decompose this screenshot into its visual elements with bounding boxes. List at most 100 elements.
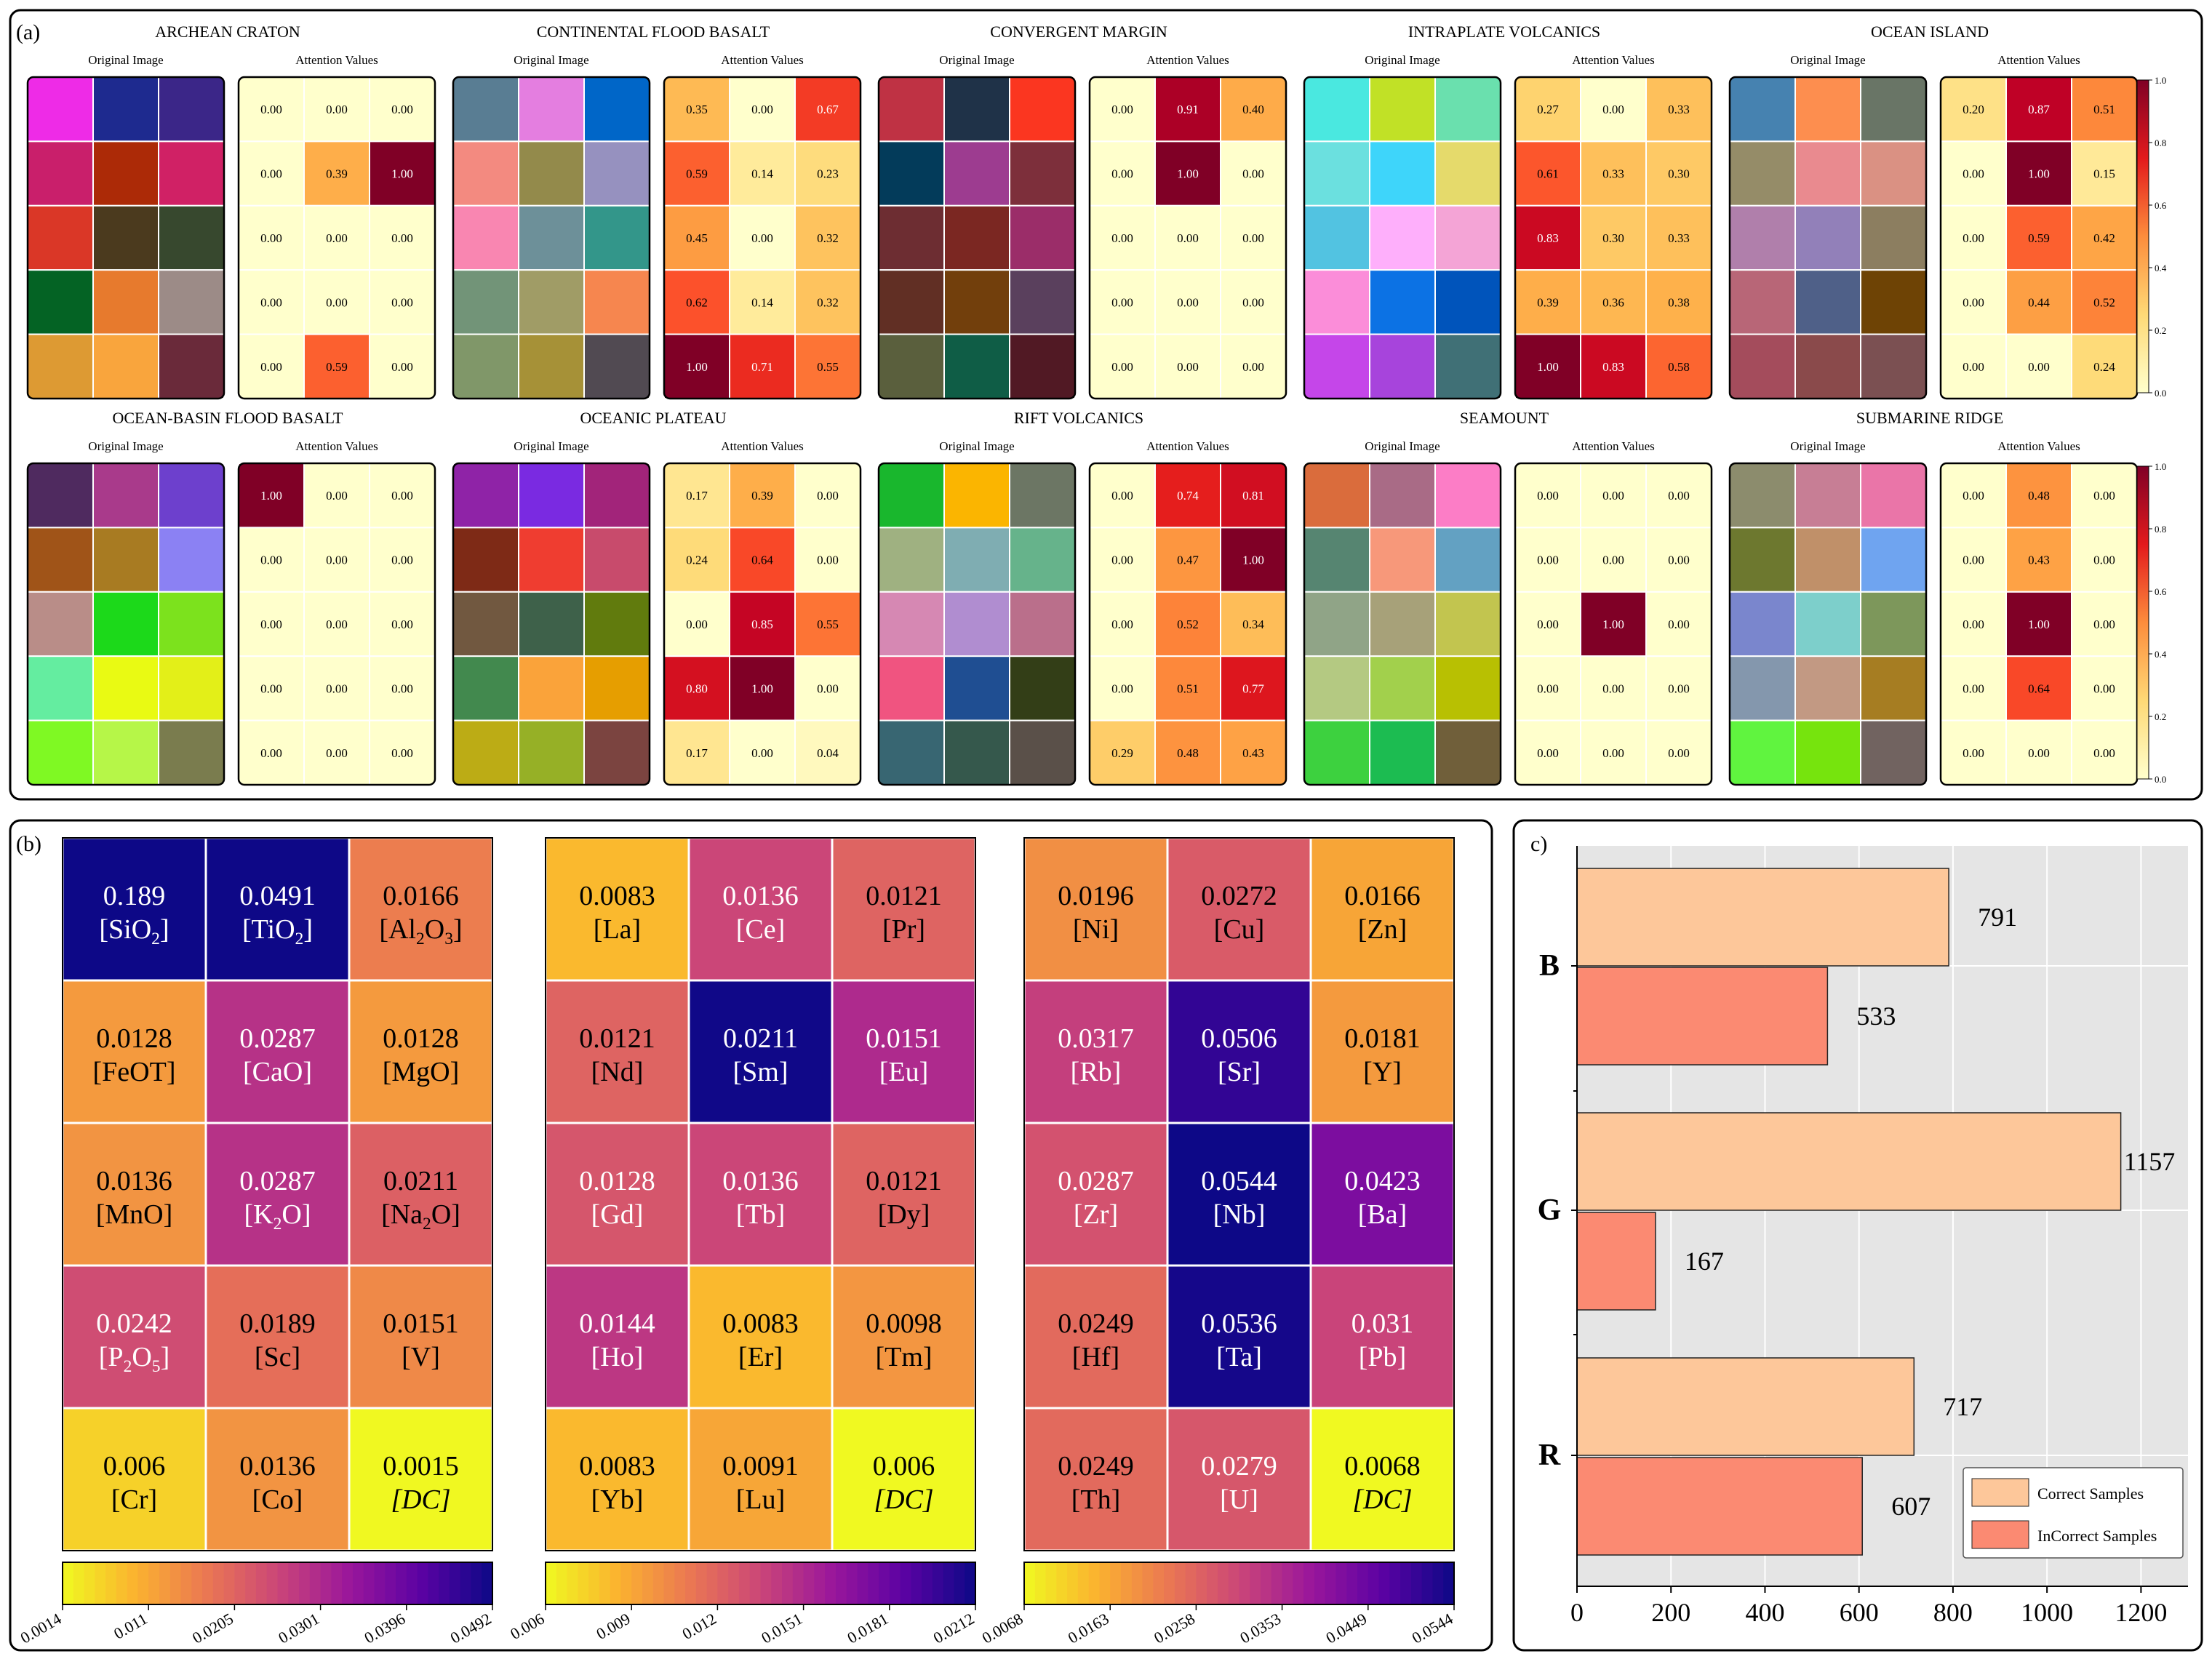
attention-cell (1514, 527, 1581, 593)
attention-value-label: 0.15 (2093, 167, 2115, 181)
colorbar-border (1023, 1562, 1455, 1605)
image-cell (583, 463, 650, 529)
attention-cell (1154, 204, 1221, 271)
attention-cell (729, 655, 796, 721)
image-cell (878, 655, 945, 721)
feature-name-label: [Hf] (1072, 1342, 1119, 1372)
attention-cell (1154, 591, 1221, 657)
colorbar-segment (674, 1562, 686, 1604)
image-cell (92, 591, 159, 657)
legend-label: InCorrect Samples (2037, 1527, 2157, 1545)
attention-cell (369, 527, 436, 593)
attention-value-label: 0.00 (1111, 681, 1133, 695)
image-cell (92, 76, 159, 143)
attention-value-label: 0.00 (2093, 681, 2115, 695)
attention-value-label: 0.00 (1668, 681, 1690, 695)
attention-value-label: 0.00 (751, 103, 773, 116)
feature-name-label: [Nb] (1213, 1199, 1266, 1230)
image-cell (1794, 655, 1861, 721)
feature-name-label: [La] (594, 914, 641, 945)
image-cell (1303, 204, 1370, 271)
attention-value-label: 0.00 (326, 103, 348, 116)
colorbar-segment (159, 1562, 171, 1604)
attention-cell (303, 655, 370, 721)
image-grid-border (1728, 76, 1928, 400)
importance-cell (544, 1122, 690, 1267)
colorbar-segment (277, 1562, 289, 1604)
attention-value-label: 1.00 (1242, 553, 1264, 567)
importance-value-label: 0.0121 (579, 1023, 655, 1054)
importance-value-label: 0.0136 (722, 1166, 799, 1196)
colorbar-tick-label: 1.0 (2155, 461, 2166, 472)
legend-swatch (1971, 1478, 2029, 1507)
colorbar-segment (1185, 1562, 1197, 1604)
category-label: G (1538, 1194, 1562, 1227)
colorbar-segment (717, 1562, 729, 1604)
attention-cell (2005, 719, 2072, 785)
attention-value-label: 0.00 (686, 617, 708, 631)
importance-cell (1166, 836, 1312, 982)
attention-value-label: 0.00 (1668, 553, 1690, 567)
importance-cell (1023, 979, 1169, 1124)
colorbar-segment (792, 1562, 804, 1604)
panel-c-label: c) (1530, 832, 1547, 856)
image-cell (452, 269, 519, 335)
attention-cell (1154, 140, 1221, 207)
image-cell (452, 527, 519, 593)
colorbar-segment (417, 1562, 428, 1604)
attention-cell (303, 719, 370, 785)
x-tick-label: 400 (1745, 1598, 1784, 1627)
image-cell (92, 527, 159, 593)
colorbar-segment (385, 1562, 396, 1604)
attention-value-label: 0.00 (1111, 489, 1133, 503)
colorbar-tick-label: 1.0 (2155, 75, 2166, 86)
category-label: B (1539, 949, 1560, 983)
attention-cell (1580, 333, 1647, 400)
image-cell (943, 655, 1010, 721)
attention-value-label: 0.83 (1602, 360, 1624, 374)
colorbar-segment (1303, 1562, 1315, 1604)
attention-value-label: 0.00 (260, 617, 282, 631)
attention-cell (2005, 204, 2072, 271)
colorbar-segment (137, 1562, 149, 1604)
attention-chart: SEAMOUNT Original Image Attention Values 0.… (1303, 409, 1713, 786)
feature-name-label: [Nd] (591, 1057, 644, 1087)
image-cell (1009, 463, 1076, 529)
image-cell (943, 527, 1010, 593)
attention-cell (1220, 463, 1287, 529)
image-cell (1729, 591, 1796, 657)
image-cell (452, 591, 519, 657)
attention-value-label: 0.83 (1537, 231, 1559, 245)
attention-value-label: 0.00 (1242, 360, 1264, 374)
image-cell (1369, 463, 1436, 529)
attention-value-label: 0.61 (1537, 167, 1559, 181)
image-cell (158, 463, 225, 529)
colorbar-tick-label: 0.0 (2155, 388, 2166, 399)
importance-value-label: 0.0121 (866, 881, 942, 911)
colorbar-segment (127, 1562, 138, 1604)
attention-value-label: 0.20 (1963, 103, 1984, 116)
image-cell (27, 333, 94, 400)
colorbar-segment (1153, 1562, 1165, 1604)
image-cell (1860, 463, 1927, 529)
attention-cell (1645, 591, 1712, 657)
importance-cell (687, 1122, 834, 1267)
importance-value-label: 0.0151 (383, 1308, 459, 1339)
colorbar-segment (932, 1562, 944, 1604)
attention-value-label: 0.00 (260, 681, 282, 695)
attention-value-label: 0.00 (391, 617, 413, 631)
attention-cell (794, 655, 861, 721)
attention-value-label: 0.00 (1111, 617, 1133, 631)
image-cell (92, 333, 159, 400)
attention-values-label: Attention Values (1572, 439, 1654, 453)
attention-cell (1940, 204, 2007, 271)
importance-value-label: 0.0242 (96, 1308, 172, 1339)
image-cell (158, 140, 225, 207)
importance-cell (1166, 1122, 1312, 1267)
importance-value-label: 0.0189 (239, 1308, 316, 1339)
colorbar-segment (439, 1562, 450, 1604)
image-cell (1794, 333, 1861, 400)
image-cell (1729, 463, 1796, 529)
original-image-label: Original Image (514, 439, 588, 453)
